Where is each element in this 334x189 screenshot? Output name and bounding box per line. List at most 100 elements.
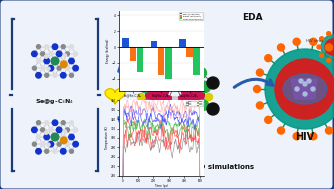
Circle shape bbox=[47, 143, 50, 146]
Circle shape bbox=[69, 58, 74, 64]
Bar bbox=[137, 47, 143, 72]
Circle shape bbox=[154, 57, 165, 68]
Circle shape bbox=[311, 87, 315, 91]
Circle shape bbox=[169, 57, 180, 68]
Circle shape bbox=[307, 79, 311, 83]
Bar bbox=[123, 38, 129, 47]
Circle shape bbox=[69, 149, 73, 153]
Circle shape bbox=[41, 142, 45, 146]
Circle shape bbox=[195, 67, 206, 78]
Circle shape bbox=[187, 71, 202, 87]
Circle shape bbox=[36, 73, 41, 78]
Circle shape bbox=[52, 44, 58, 50]
Circle shape bbox=[60, 137, 67, 144]
Circle shape bbox=[51, 57, 59, 65]
Circle shape bbox=[275, 59, 334, 119]
Legend: sys1, sys2, sys3, sys4, sys5, sys6: sys1, sys2, sys3, sys4, sys5, sys6 bbox=[186, 101, 203, 106]
Circle shape bbox=[207, 77, 219, 89]
Circle shape bbox=[61, 135, 65, 139]
Circle shape bbox=[140, 81, 151, 92]
Legend: EDA (kcal/mol), Elstat (kcal/mol), Orbital (kcal/mol): EDA (kcal/mol), Elstat (kcal/mol), Orbit… bbox=[179, 12, 203, 20]
Circle shape bbox=[45, 45, 49, 49]
Circle shape bbox=[65, 142, 69, 146]
Circle shape bbox=[172, 97, 177, 101]
Circle shape bbox=[44, 55, 48, 58]
Circle shape bbox=[207, 103, 219, 115]
Circle shape bbox=[49, 128, 53, 132]
Bar bbox=[179, 39, 186, 47]
Ellipse shape bbox=[283, 74, 327, 104]
Circle shape bbox=[63, 130, 66, 133]
Circle shape bbox=[73, 65, 78, 71]
Circle shape bbox=[36, 149, 41, 154]
Circle shape bbox=[65, 66, 69, 70]
Circle shape bbox=[303, 82, 307, 86]
Circle shape bbox=[53, 135, 57, 139]
Circle shape bbox=[167, 104, 182, 119]
Circle shape bbox=[169, 47, 181, 59]
Circle shape bbox=[73, 52, 77, 56]
Circle shape bbox=[57, 142, 61, 146]
Circle shape bbox=[148, 71, 163, 87]
Circle shape bbox=[327, 32, 331, 36]
Circle shape bbox=[56, 51, 62, 57]
Circle shape bbox=[57, 66, 61, 70]
Circle shape bbox=[53, 73, 57, 77]
Circle shape bbox=[199, 81, 210, 92]
Bar bbox=[158, 47, 164, 75]
Circle shape bbox=[326, 127, 333, 134]
Circle shape bbox=[36, 135, 40, 139]
Circle shape bbox=[48, 141, 54, 147]
Circle shape bbox=[320, 53, 324, 57]
Circle shape bbox=[299, 79, 303, 83]
Circle shape bbox=[60, 61, 67, 68]
Circle shape bbox=[161, 74, 166, 80]
Circle shape bbox=[44, 58, 49, 64]
Circle shape bbox=[44, 131, 48, 134]
Circle shape bbox=[293, 38, 300, 45]
Circle shape bbox=[327, 58, 331, 62]
Bar bbox=[165, 47, 171, 79]
Circle shape bbox=[36, 45, 40, 49]
Circle shape bbox=[44, 134, 49, 140]
Circle shape bbox=[326, 44, 333, 51]
Circle shape bbox=[165, 83, 169, 88]
Circle shape bbox=[321, 35, 334, 59]
Circle shape bbox=[154, 84, 168, 98]
Y-axis label: Energy (kcal/mol): Energy (kcal/mol) bbox=[106, 39, 110, 63]
Circle shape bbox=[167, 75, 182, 91]
Bar bbox=[151, 41, 157, 47]
X-axis label: Time (ps): Time (ps) bbox=[155, 184, 168, 188]
Circle shape bbox=[265, 49, 334, 129]
Circle shape bbox=[69, 45, 73, 49]
Circle shape bbox=[69, 121, 73, 125]
Bar bbox=[186, 47, 193, 57]
Circle shape bbox=[32, 66, 36, 70]
Text: Zidovudine: Zidovudine bbox=[154, 128, 196, 134]
Circle shape bbox=[160, 95, 174, 111]
Circle shape bbox=[32, 127, 37, 133]
Circle shape bbox=[205, 94, 212, 101]
Circle shape bbox=[61, 121, 65, 125]
Circle shape bbox=[73, 128, 77, 132]
Circle shape bbox=[265, 55, 272, 62]
Circle shape bbox=[41, 52, 45, 56]
Circle shape bbox=[61, 45, 65, 49]
Circle shape bbox=[257, 69, 264, 76]
Bar bbox=[193, 47, 200, 75]
Circle shape bbox=[69, 73, 73, 77]
Circle shape bbox=[60, 149, 66, 154]
Circle shape bbox=[142, 99, 153, 111]
Circle shape bbox=[175, 95, 190, 111]
Circle shape bbox=[293, 133, 300, 140]
Circle shape bbox=[65, 52, 69, 56]
Circle shape bbox=[162, 66, 176, 81]
Circle shape bbox=[278, 44, 285, 51]
Bar bbox=[130, 47, 136, 61]
Circle shape bbox=[197, 99, 208, 111]
Circle shape bbox=[129, 77, 141, 89]
Circle shape bbox=[52, 120, 58, 125]
Circle shape bbox=[278, 127, 285, 134]
Circle shape bbox=[36, 59, 40, 63]
Circle shape bbox=[185, 57, 196, 68]
